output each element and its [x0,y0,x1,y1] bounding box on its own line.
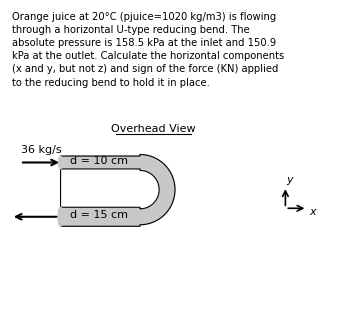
Text: Orange juice at 20°C (pjuice=1020 kg/m3) is flowing
through a horizontal U-type : Orange juice at 20°C (pjuice=1020 kg/m3)… [12,12,284,87]
Text: d = 15 cm: d = 15 cm [70,210,128,220]
Text: x: x [310,207,316,217]
Ellipse shape [58,156,63,169]
Text: Overhead View: Overhead View [111,124,196,134]
Polygon shape [61,154,175,226]
Polygon shape [61,169,159,209]
Text: y: y [286,175,293,185]
Ellipse shape [58,207,63,226]
Text: d = 10 cm: d = 10 cm [70,156,128,166]
Text: 36 kg/s: 36 kg/s [21,145,62,155]
